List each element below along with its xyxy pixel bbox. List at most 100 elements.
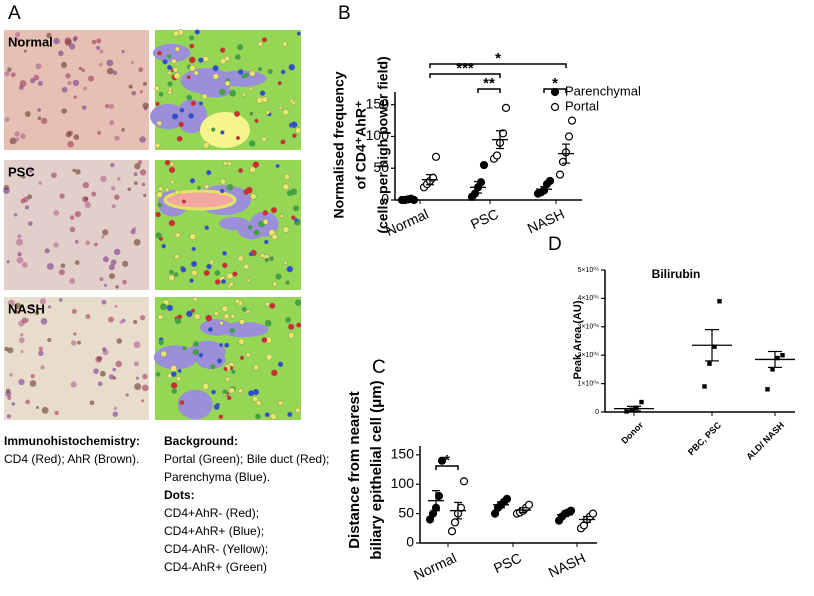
y-tick-label: 1×10⁰⁶ — [578, 379, 600, 387]
dot — [286, 265, 294, 273]
cell — [61, 86, 68, 93]
cell — [82, 181, 90, 189]
dot — [254, 118, 259, 123]
cell — [111, 186, 116, 191]
dot — [222, 389, 228, 395]
cell — [9, 137, 17, 145]
dot — [243, 263, 250, 270]
dot — [201, 93, 208, 100]
data-point — [470, 189, 480, 198]
cell — [84, 196, 89, 201]
cell — [108, 103, 114, 109]
caption-line: Background: — [164, 434, 238, 448]
bile-duct — [163, 189, 237, 211]
dot — [191, 260, 198, 267]
dot — [180, 267, 187, 273]
dot — [261, 136, 267, 142]
cell — [73, 95, 77, 99]
cell — [9, 373, 13, 377]
cell — [110, 259, 117, 266]
x-tick-label: NASH — [525, 206, 567, 237]
dot — [228, 387, 235, 394]
dot — [173, 72, 181, 80]
dot — [277, 400, 284, 406]
cell — [139, 314, 146, 321]
cell — [6, 260, 10, 264]
y-axis-label: biliary epithelial cell (μm) — [368, 380, 385, 559]
dot — [191, 269, 198, 276]
cell — [101, 299, 107, 305]
dot — [214, 279, 221, 285]
dot — [237, 44, 244, 51]
data-point — [564, 132, 574, 141]
y-tick-label: 150 — [366, 95, 390, 111]
y-tick-label: 4×10⁰⁶ — [578, 294, 600, 302]
cell — [4, 71, 10, 77]
dot — [265, 110, 271, 115]
caption-line: CD4-AhR- (Yellow); — [164, 542, 268, 556]
cell — [121, 318, 126, 323]
data-point — [765, 387, 770, 392]
cell — [22, 196, 29, 203]
dot — [203, 142, 210, 149]
dot — [244, 72, 249, 78]
dot — [272, 281, 278, 287]
dot — [245, 309, 251, 314]
dot — [275, 273, 282, 280]
y-axis-label: Normalised frequency — [331, 71, 347, 218]
dot — [277, 81, 282, 86]
cell — [14, 131, 20, 137]
dot — [172, 67, 179, 73]
dot — [171, 113, 179, 120]
dot — [220, 178, 226, 185]
data-point — [431, 152, 441, 161]
dot — [280, 69, 286, 75]
dot — [289, 98, 294, 104]
dot — [202, 55, 210, 62]
x-tick-label: NASH — [546, 550, 588, 581]
dot — [189, 43, 195, 49]
dot — [262, 210, 269, 216]
legend-marker — [550, 102, 560, 112]
cell — [141, 182, 146, 187]
dot — [226, 272, 234, 280]
dot — [178, 121, 184, 128]
cell — [112, 70, 118, 75]
cell — [6, 414, 12, 419]
cell — [54, 410, 59, 416]
dot — [191, 246, 196, 252]
cell — [53, 210, 60, 216]
cell — [14, 310, 19, 314]
dot — [242, 92, 247, 97]
cell — [115, 360, 123, 368]
y-tick-label: 150 — [391, 446, 415, 462]
dot — [177, 368, 182, 373]
data-point — [775, 355, 780, 361]
dot — [164, 159, 171, 166]
caption-line: CD4-AhR+ (Green) — [164, 560, 267, 574]
cell — [143, 106, 148, 111]
cell — [35, 405, 39, 409]
dot — [176, 135, 183, 142]
dot — [271, 234, 278, 241]
row-label: PSC — [8, 164, 35, 179]
dot — [189, 64, 196, 72]
cell — [18, 337, 25, 344]
dot — [249, 166, 256, 173]
significance-label: * — [495, 50, 501, 67]
cell — [44, 248, 50, 254]
dot — [176, 376, 182, 382]
dot — [261, 96, 268, 103]
cell — [61, 108, 67, 114]
cell — [72, 79, 80, 87]
dot — [232, 271, 238, 277]
panel-label: D — [548, 234, 562, 255]
cell — [11, 402, 16, 406]
dot — [192, 349, 199, 355]
panel-label: C — [372, 357, 386, 378]
cell — [74, 260, 80, 265]
dot — [216, 358, 223, 364]
caption-line: Parenchyma (Blue). — [164, 470, 270, 484]
dot — [206, 170, 212, 176]
dot — [283, 260, 288, 265]
